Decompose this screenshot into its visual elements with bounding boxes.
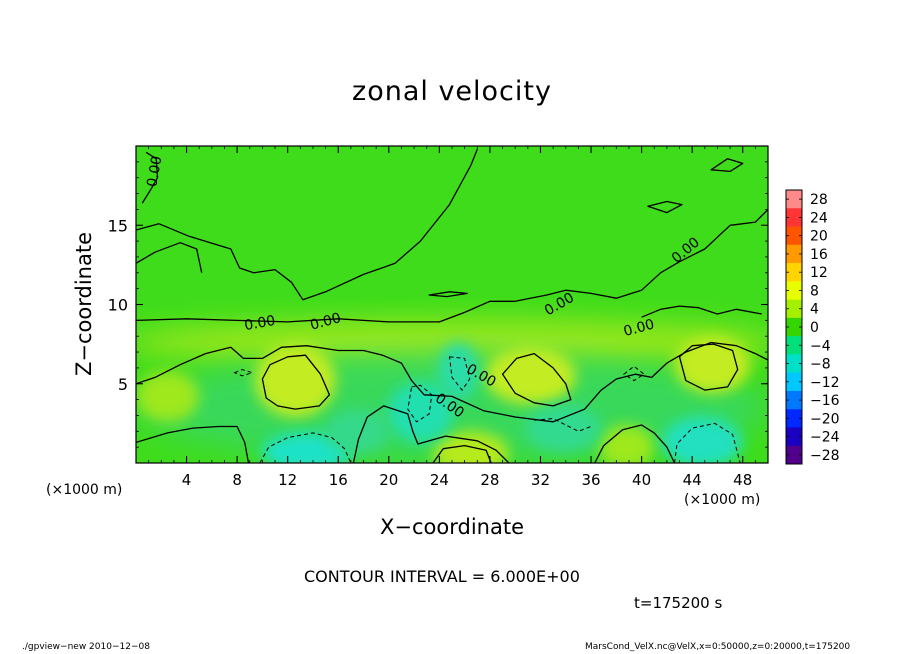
contour-line-zero [136,208,768,323]
contour-line-zero [261,354,331,410]
field-blob [325,409,389,454]
footer-right: MarsCond_VelX.nc@VelX,x=0:50000,z=0:2000… [585,642,851,652]
colorbar-label: −20 [810,411,840,427]
contour-line-zero [647,200,683,214]
y-tick-label: 15 [108,216,128,235]
colorbar-swatch [786,299,802,319]
colorbar-swatch [786,281,802,300]
x-tick-label: 4 [182,471,192,489]
field-blob [598,424,655,463]
contour-line-zero [678,343,739,391]
contour-line-negative [407,384,433,423]
x-tick-label: 20 [379,471,398,489]
x-tick-label: 16 [329,471,348,489]
y-tick-label: 10 [108,296,128,315]
colorbar-swatch [786,427,802,447]
footer-left: ./gpview−new 2010−12−08 [22,642,150,652]
field-blob [484,347,576,405]
contour-line-negative [259,432,352,463]
colorbar-label: 28 [810,192,828,208]
chart-title: zonal velocity [352,76,552,107]
colorbar-label: 20 [810,229,828,245]
x-unit-right: (×1000 m) [684,492,761,508]
contour-line-negative [448,356,471,391]
x-tick-label: 24 [430,471,449,489]
x-tick-label: 36 [581,471,600,489]
colorbar-swatch [786,226,802,246]
x-tick-label: 44 [683,471,702,489]
x-tick-label: 48 [733,471,752,489]
colorbar-swatch [786,190,802,209]
colorbar-swatch [786,409,802,428]
contour-line-negative [674,422,741,463]
colorbar-swatch [786,336,802,355]
colorbar-swatch [786,354,802,373]
x-tick-label: 12 [278,471,297,489]
colorbar-label: −12 [810,375,840,391]
y-tick-label: 5 [118,375,128,394]
colorbar-swatch [786,244,802,264]
contour-line-zero [501,352,572,407]
contour-line-zero [136,341,768,423]
contour-line-zero [594,424,676,463]
colorbar-swatch [786,317,802,337]
contour-line-zero [428,291,468,298]
colorbar-swatch [786,263,802,282]
contour-line-zero [136,148,478,301]
colorbar-label: 16 [810,247,828,263]
contour-line-zero [136,425,250,463]
x-tick-label: 32 [531,471,550,489]
x-unit-left: (×1000 m) [46,482,123,498]
field-blob [438,342,479,400]
contour-label: 0.00 [622,317,656,341]
colorbar-swatch [786,208,802,227]
colorbar-label: −28 [810,448,840,464]
contour-line-zero [432,444,492,463]
field-blob [525,404,602,452]
contour-interval-note: CONTOUR INTERVAL = 6.000E+00 [304,567,580,586]
contour-label: 0.00 [243,313,276,334]
field-blob [387,382,454,443]
colorbar-swatch [786,372,802,392]
colorbar-swatch [786,445,802,465]
colorbar-swatch [786,390,802,410]
colorbar-label: −16 [810,393,840,409]
contour-line-zero [641,305,762,318]
contour-line-negative [534,418,592,432]
colorbar-label: 12 [810,265,828,281]
contour-line-zero [352,405,510,463]
colorbar-label: 4 [810,302,819,318]
x-tick-label: 8 [232,471,242,489]
contour-line-zero [710,158,744,173]
time-stamp: t=175200 s [634,594,723,612]
colorbar-label: −8 [810,357,831,373]
field-blob [136,371,200,422]
colorbar-label: 8 [810,283,819,299]
colorbar-label: −24 [810,430,840,446]
contour-line-zero [141,151,159,204]
field-blob [661,417,743,463]
field-blob [433,431,509,463]
contour-label: 0.00 [144,155,165,188]
contour-lines [136,148,768,463]
contour-line-zero [136,242,203,273]
x-tick-label: 40 [632,471,651,489]
colorbar: 28 24 20 16 12 8 4 0 −4 −8 −12 −16 −20 −24 −28 [785,189,840,465]
contour-line-negative [623,365,645,382]
colorbar-label: 0 [810,320,819,336]
y-axis-label: Z−coordinate [72,232,96,376]
x-axis-label: X−coordinate [380,515,524,539]
x-tick-label: 28 [480,471,499,489]
colorbar-label: 24 [810,210,828,226]
colorbar-label: −4 [810,338,831,354]
contour-label: 0.00 [308,310,342,334]
